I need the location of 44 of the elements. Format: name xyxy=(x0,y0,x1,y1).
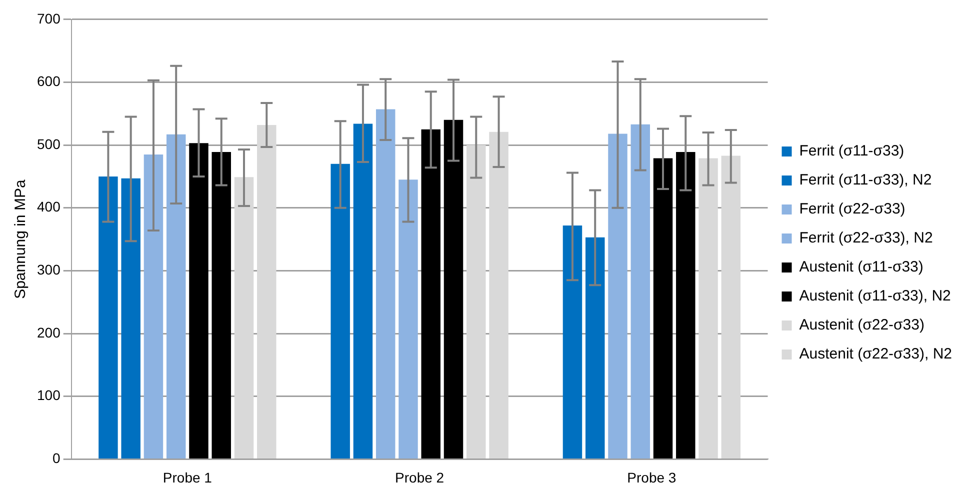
legend-label: Austenit (σ11-σ33) xyxy=(799,258,924,276)
y-tick-label: 400 xyxy=(37,198,61,215)
bar xyxy=(421,129,440,458)
x-tick-label: Probe 1 xyxy=(162,469,212,486)
x-tick-label: Probe 3 xyxy=(627,469,676,486)
bar xyxy=(144,154,164,458)
y-tick-label: 600 xyxy=(37,73,61,90)
y-tick-label: 200 xyxy=(37,324,61,340)
y-tick-label: 100 xyxy=(37,387,61,404)
bar xyxy=(234,177,254,458)
bar xyxy=(353,124,373,458)
bar xyxy=(466,145,486,458)
bar xyxy=(721,156,741,458)
bar xyxy=(489,132,508,458)
bar xyxy=(212,152,231,458)
y-tick-label: 300 xyxy=(37,262,61,278)
bar xyxy=(376,109,396,458)
y-axis-title: Spannung in MPa xyxy=(12,179,30,299)
legend-label: Ferrit (σ11-σ33) xyxy=(799,142,904,160)
legend-label: Ferrit (σ11-σ33), N2 xyxy=(799,172,932,189)
y-tick-label: 0 xyxy=(52,450,61,466)
bar xyxy=(562,225,582,458)
bar xyxy=(653,158,673,458)
bar xyxy=(166,134,186,458)
legend-label: Ferrit (σ22-σ33), N2 xyxy=(799,230,933,247)
bar xyxy=(121,178,140,458)
bar xyxy=(608,134,628,458)
y-tick-label: 700 xyxy=(37,10,61,26)
bar xyxy=(698,158,718,458)
bar xyxy=(330,164,350,458)
bar xyxy=(398,180,418,458)
legend-label: Austenit (σ22-σ33), N2 xyxy=(799,346,952,363)
bar xyxy=(257,124,276,458)
y-tick-label: 500 xyxy=(37,136,61,152)
bar xyxy=(585,237,605,458)
bar xyxy=(630,124,650,458)
legend-label: Ferrit (σ22-σ33) xyxy=(799,200,906,218)
bar xyxy=(676,152,696,458)
x-tick-label: Probe 2 xyxy=(395,469,444,486)
bar xyxy=(189,143,208,458)
bar xyxy=(444,120,464,458)
legend-label: Austenit (σ11-σ33), N2 xyxy=(799,288,951,305)
legend-label: Austenit (σ22-σ33) xyxy=(799,316,925,334)
bar xyxy=(98,176,118,458)
